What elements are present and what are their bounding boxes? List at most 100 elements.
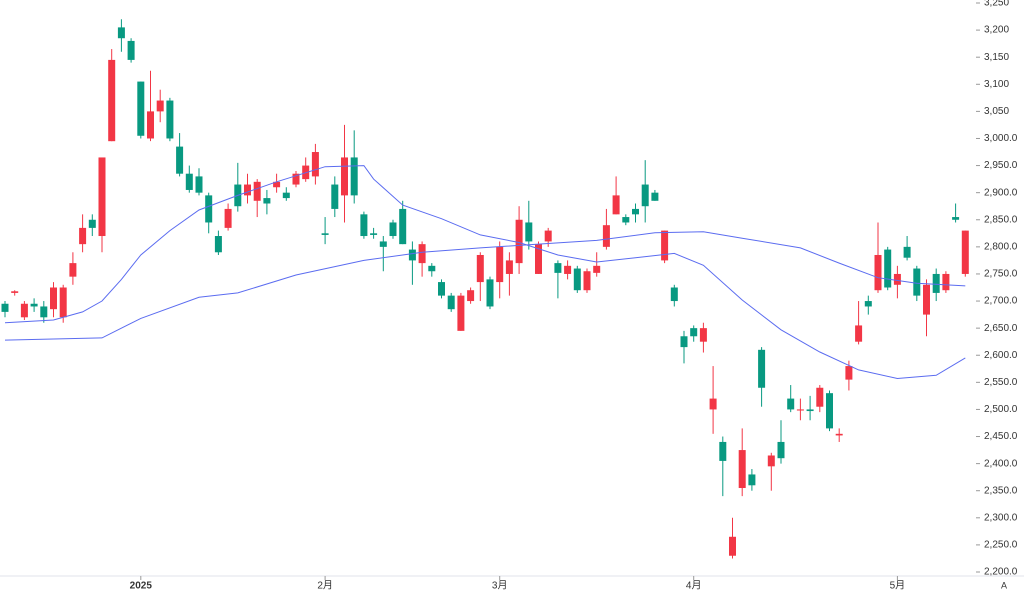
candle-body bbox=[913, 268, 921, 296]
y-tick-label: 2,950.0 bbox=[984, 160, 1018, 171]
candle-body bbox=[680, 336, 688, 348]
candle-body bbox=[845, 366, 853, 380]
x-tick-label: 2月 bbox=[317, 580, 333, 592]
candle-body bbox=[777, 441, 785, 459]
y-tick-label: 2,400.0 bbox=[984, 458, 1018, 469]
candle-body bbox=[632, 208, 639, 215]
auto-scale-button[interactable]: A bbox=[1001, 580, 1007, 590]
candle-body bbox=[59, 287, 67, 318]
candle-body bbox=[156, 100, 164, 112]
candle-body bbox=[525, 222, 533, 242]
candle-body bbox=[389, 222, 397, 237]
candle-body bbox=[535, 244, 542, 274]
candle-body bbox=[370, 233, 378, 235]
candle-body bbox=[292, 173, 300, 185]
candle-body bbox=[874, 254, 882, 291]
candle-body bbox=[321, 233, 329, 235]
x-tick-label: 5月 bbox=[890, 580, 906, 592]
y-tick-label: 2,200.0 bbox=[984, 567, 1018, 578]
y-tick-label: 2,550.0 bbox=[984, 377, 1018, 388]
candle-body bbox=[360, 214, 368, 237]
candle-body bbox=[787, 398, 795, 410]
candle-body bbox=[554, 263, 562, 273]
candle-body bbox=[952, 217, 960, 220]
candle-body bbox=[79, 227, 87, 245]
x-tick-label: 2025 bbox=[130, 581, 153, 592]
candle-body bbox=[796, 409, 804, 411]
y-tick-label: 2,300.0 bbox=[984, 512, 1018, 523]
candle-body bbox=[622, 217, 630, 223]
candle-body bbox=[467, 290, 475, 302]
y-tick-label: 2,600.0 bbox=[984, 350, 1018, 361]
candle-body bbox=[147, 111, 154, 139]
y-tick-label: 3,000.0 bbox=[984, 133, 1018, 144]
x-tick-label: 3月 bbox=[492, 580, 508, 592]
candle-body bbox=[20, 303, 28, 318]
candle-body bbox=[961, 230, 969, 274]
candle-body bbox=[661, 230, 669, 261]
candle-body bbox=[748, 474, 756, 486]
candle-body bbox=[205, 195, 213, 223]
y-tick-label: 2,350.0 bbox=[984, 485, 1018, 496]
candle-body bbox=[88, 219, 96, 228]
candle-body bbox=[399, 208, 407, 245]
y-tick-label: 2,450.0 bbox=[984, 431, 1018, 442]
y-tick-label: 3,100 bbox=[984, 79, 1009, 90]
y-tick-label: 3,150 bbox=[984, 52, 1009, 63]
candle-body bbox=[496, 246, 504, 283]
candle-body bbox=[341, 157, 348, 196]
candle-body bbox=[806, 409, 814, 412]
candle-body bbox=[903, 246, 911, 258]
candle-body bbox=[758, 349, 766, 388]
candle-body bbox=[923, 284, 930, 315]
candle-body bbox=[564, 265, 572, 274]
candle-body bbox=[447, 295, 455, 310]
y-tick-label: 3,050 bbox=[984, 106, 1009, 117]
candle-body bbox=[11, 291, 19, 293]
candle-body bbox=[864, 301, 872, 307]
candle-body bbox=[855, 325, 863, 342]
candle-body bbox=[699, 328, 707, 342]
candle-body bbox=[331, 184, 339, 209]
candle-body bbox=[1, 303, 9, 312]
candle-body bbox=[253, 181, 261, 201]
candle-body bbox=[602, 225, 610, 247]
candle-body bbox=[544, 230, 552, 242]
candle-body bbox=[244, 184, 251, 196]
candle-body bbox=[457, 295, 465, 331]
candle-body bbox=[408, 249, 416, 261]
candle-body bbox=[816, 387, 824, 407]
candle-body bbox=[651, 192, 659, 201]
y-tick-label: 2,700.0 bbox=[984, 296, 1018, 307]
candle-body bbox=[573, 268, 581, 291]
candle-body bbox=[932, 273, 940, 293]
x-tick-label: 4月 bbox=[686, 580, 702, 592]
candle-body bbox=[214, 236, 222, 253]
y-tick-label: 3,250 bbox=[984, 0, 1009, 9]
candle-body bbox=[108, 59, 116, 142]
candle-body bbox=[69, 263, 77, 277]
candle-body bbox=[224, 208, 232, 228]
candle-body bbox=[505, 260, 513, 274]
candle-body bbox=[166, 100, 174, 139]
candle-body bbox=[583, 271, 591, 291]
candle-body bbox=[486, 279, 494, 307]
candle-body bbox=[50, 287, 57, 310]
candle-body bbox=[195, 176, 203, 193]
candle-body bbox=[40, 306, 48, 318]
candle-body bbox=[263, 198, 271, 204]
y-tick-label: 2,750.0 bbox=[984, 269, 1018, 280]
y-tick-label: 2,650.0 bbox=[984, 323, 1018, 334]
candle-body bbox=[127, 40, 135, 60]
moving-average-line bbox=[4, 165, 966, 380]
y-tick-label: 2,800.0 bbox=[984, 241, 1018, 252]
moving-average-line bbox=[4, 231, 966, 341]
candle-body bbox=[942, 273, 950, 291]
candle-body bbox=[884, 249, 892, 288]
candle-body bbox=[282, 192, 290, 199]
candle-body bbox=[690, 328, 698, 337]
candle-body bbox=[593, 265, 601, 273]
candle-body bbox=[767, 455, 775, 467]
